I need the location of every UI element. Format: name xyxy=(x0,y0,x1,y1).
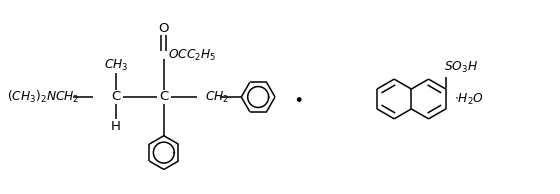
Text: $(CH_3)_2NCH_2$: $(CH_3)_2NCH_2$ xyxy=(7,89,80,105)
Text: $OCC_2H_5$: $OCC_2H_5$ xyxy=(168,48,216,63)
Text: H: H xyxy=(111,120,121,133)
Text: $SO_3H$: $SO_3H$ xyxy=(444,60,478,75)
Text: $\bullet$: $\bullet$ xyxy=(293,89,303,107)
Text: $CH_3$: $CH_3$ xyxy=(104,58,128,73)
Text: $\cdot H_2O$: $\cdot H_2O$ xyxy=(454,91,484,107)
Text: C: C xyxy=(111,90,121,104)
Text: O: O xyxy=(158,22,169,35)
Text: $CH_2$: $CH_2$ xyxy=(204,89,229,105)
Text: C: C xyxy=(159,90,169,104)
